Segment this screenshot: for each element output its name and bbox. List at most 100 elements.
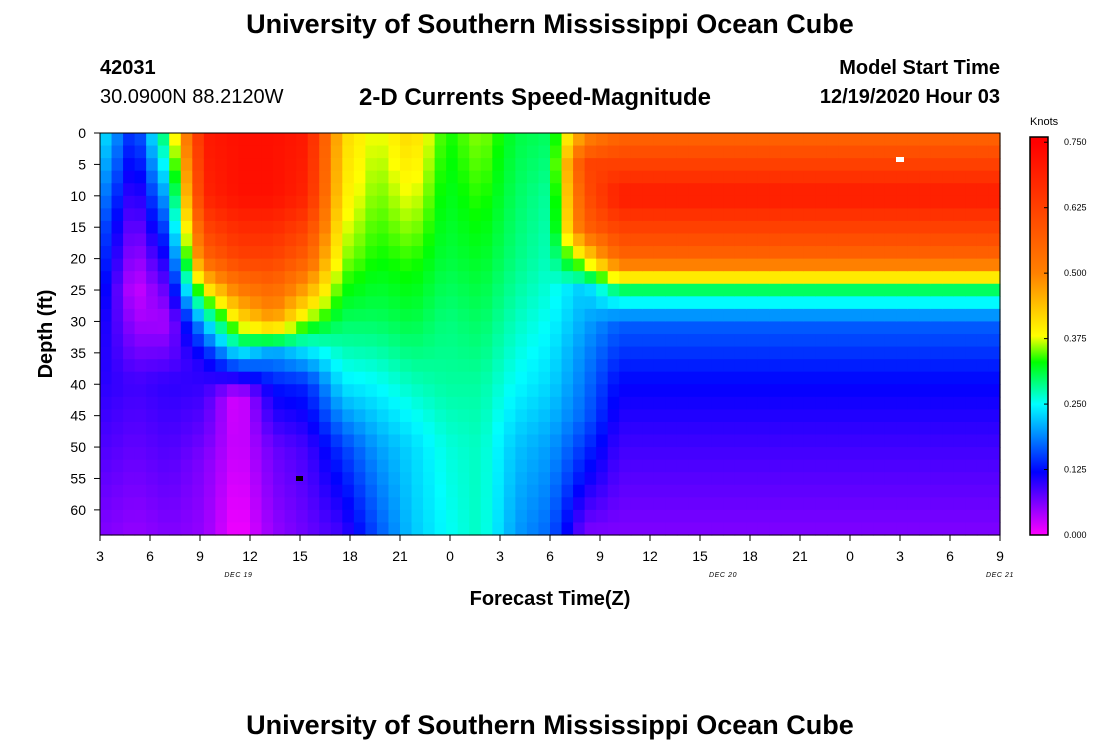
heatmap-cell bbox=[169, 158, 182, 172]
heatmap-cell bbox=[100, 308, 113, 323]
heatmap-cell bbox=[261, 283, 274, 297]
heatmap-cell bbox=[607, 447, 620, 461]
heatmap-cell bbox=[723, 283, 736, 297]
heatmap-cell bbox=[469, 396, 482, 410]
heatmap-cell bbox=[146, 359, 159, 373]
heatmap-cell bbox=[757, 283, 770, 297]
heatmap-cell bbox=[284, 334, 297, 348]
heatmap-cell bbox=[457, 296, 470, 310]
heatmap-cell bbox=[688, 409, 701, 423]
heatmap-cell bbox=[215, 195, 228, 209]
heatmap-cell bbox=[284, 283, 297, 297]
heatmap-cell bbox=[815, 271, 828, 285]
heatmap-cell bbox=[526, 283, 540, 297]
heatmap-cell bbox=[803, 359, 816, 373]
heatmap-cell bbox=[376, 208, 390, 222]
heatmap-cell bbox=[653, 472, 666, 486]
heatmap-cell bbox=[192, 434, 205, 448]
heatmap-cell bbox=[388, 308, 401, 323]
heatmap-cell bbox=[111, 509, 124, 524]
heatmap-cell bbox=[573, 384, 586, 398]
heatmap-cell bbox=[388, 246, 401, 260]
heatmap-cell bbox=[884, 434, 897, 448]
heatmap-cell bbox=[342, 145, 355, 159]
heatmap-cell bbox=[826, 509, 840, 524]
heatmap-cell bbox=[100, 472, 113, 486]
heatmap-cell bbox=[526, 447, 540, 461]
heatmap-cell bbox=[434, 321, 447, 335]
heatmap-cell bbox=[896, 409, 909, 423]
heatmap-cell bbox=[953, 246, 966, 260]
heatmap-cell bbox=[480, 346, 493, 360]
heatmap-cell bbox=[261, 296, 274, 310]
heatmap-cell bbox=[826, 321, 840, 335]
heatmap-cell bbox=[930, 522, 943, 536]
heatmap-cell bbox=[688, 308, 701, 323]
heatmap-cell bbox=[746, 170, 759, 184]
heatmap-cell bbox=[388, 170, 401, 184]
heatmap-cell bbox=[226, 220, 240, 235]
heatmap-cell bbox=[815, 195, 828, 209]
heatmap-cell bbox=[630, 334, 643, 348]
heatmap-cell bbox=[111, 208, 124, 222]
heatmap-cell bbox=[273, 283, 286, 297]
heatmap-cell bbox=[273, 522, 286, 536]
heatmap-cell bbox=[607, 220, 620, 235]
heatmap-cell bbox=[826, 434, 840, 448]
heatmap-cell bbox=[100, 484, 113, 498]
heatmap-cell bbox=[296, 246, 309, 260]
heatmap-cell bbox=[100, 384, 113, 398]
heatmap-cell bbox=[942, 271, 955, 285]
heatmap-cell bbox=[884, 472, 897, 486]
heatmap-cell bbox=[746, 158, 759, 172]
heatmap-cell bbox=[180, 183, 193, 197]
heatmap-cell bbox=[434, 208, 447, 222]
heatmap-cell bbox=[873, 497, 886, 511]
heatmap-cell bbox=[238, 321, 251, 335]
heatmap-cell bbox=[273, 258, 286, 272]
heatmap-cell bbox=[538, 296, 551, 310]
heatmap-cell bbox=[838, 208, 851, 222]
heatmap-cell bbox=[411, 384, 424, 398]
heatmap-cell bbox=[757, 271, 770, 285]
heatmap-cell bbox=[573, 220, 586, 235]
y-tick-label: 15 bbox=[70, 219, 86, 235]
heatmap-cell bbox=[803, 346, 816, 360]
heatmap-cell bbox=[238, 484, 251, 498]
heatmap-cell bbox=[780, 271, 793, 285]
heatmap-cell bbox=[400, 384, 413, 398]
heatmap-cell bbox=[757, 447, 770, 461]
heatmap-cell bbox=[526, 158, 540, 172]
heatmap-cell bbox=[307, 484, 320, 498]
page-title: University of Southern Mississippi Ocean… bbox=[246, 9, 854, 39]
heatmap-cell bbox=[526, 522, 540, 536]
heatmap-cell bbox=[192, 246, 205, 260]
heatmap-cell bbox=[203, 233, 216, 247]
heatmap-cell bbox=[803, 321, 816, 335]
heatmap-cell bbox=[942, 459, 955, 473]
heatmap-cell bbox=[400, 409, 413, 423]
heatmap-cell bbox=[157, 271, 170, 285]
heatmap-cell bbox=[792, 246, 805, 260]
heatmap-cell bbox=[400, 359, 413, 373]
heatmap-cell bbox=[446, 396, 459, 410]
heatmap-cell bbox=[953, 434, 966, 448]
heatmap-cell bbox=[792, 283, 805, 297]
heatmap-cell bbox=[607, 271, 620, 285]
heatmap-cell bbox=[538, 158, 551, 172]
heatmap-cell bbox=[261, 472, 274, 486]
heatmap-cell bbox=[469, 145, 482, 159]
heatmap-cell bbox=[919, 409, 932, 423]
heatmap-cell bbox=[134, 283, 147, 297]
heatmap-cell bbox=[423, 359, 436, 373]
heatmap-cell bbox=[134, 384, 147, 398]
heatmap-cell bbox=[619, 359, 632, 373]
heatmap-cell bbox=[665, 183, 678, 197]
heatmap-cell bbox=[757, 396, 770, 410]
heatmap-cell bbox=[157, 133, 170, 147]
heatmap-cell bbox=[665, 233, 678, 247]
heatmap-cell bbox=[123, 334, 136, 348]
heatmap-cell bbox=[307, 258, 320, 272]
heatmap-cell bbox=[988, 509, 1001, 524]
heatmap-cell bbox=[400, 321, 413, 335]
